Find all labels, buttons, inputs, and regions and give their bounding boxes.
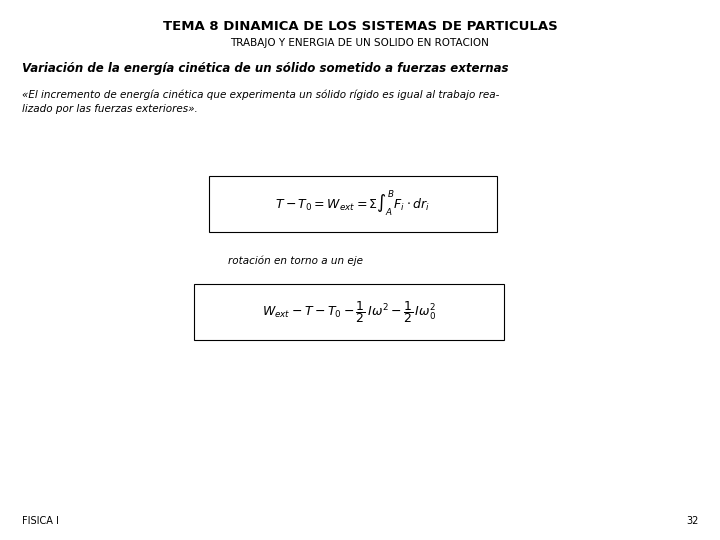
Text: Variación de la energía cinética de un sólido sometido a fuerzas externas: Variación de la energía cinética de un s… <box>22 62 508 75</box>
FancyBboxPatch shape <box>209 176 497 232</box>
Text: rotación en torno a un eje: rotación en torno a un eje <box>228 255 363 266</box>
FancyBboxPatch shape <box>194 284 504 340</box>
Text: $T - T_0 = W_{ext} = \Sigma\int_A^B \mathit{F}_i \cdot d\mathit{r}_i$: $T - T_0 = W_{ext} = \Sigma\int_A^B \mat… <box>275 188 431 218</box>
Text: TEMA 8 DINAMICA DE LOS SISTEMAS DE PARTICULAS: TEMA 8 DINAMICA DE LOS SISTEMAS DE PARTI… <box>163 20 557 33</box>
Text: $W_{ext} - T - T_0 - \dfrac{1}{2}\,I\omega^2 - \dfrac{1}{2}\,I\omega_0^2$: $W_{ext} - T - T_0 - \dfrac{1}{2}\,I\ome… <box>262 299 436 325</box>
Text: lizado por las fuerzas exteriores».: lizado por las fuerzas exteriores». <box>22 104 197 114</box>
Text: FISICA I: FISICA I <box>22 516 58 526</box>
Text: «El incremento de energía cinética que experimenta un sólido rígido es igual al : «El incremento de energía cinética que e… <box>22 89 499 99</box>
Text: TRABAJO Y ENERGIA DE UN SOLIDO EN ROTACION: TRABAJO Y ENERGIA DE UN SOLIDO EN ROTACI… <box>230 38 490 48</box>
Text: 32: 32 <box>686 516 698 526</box>
